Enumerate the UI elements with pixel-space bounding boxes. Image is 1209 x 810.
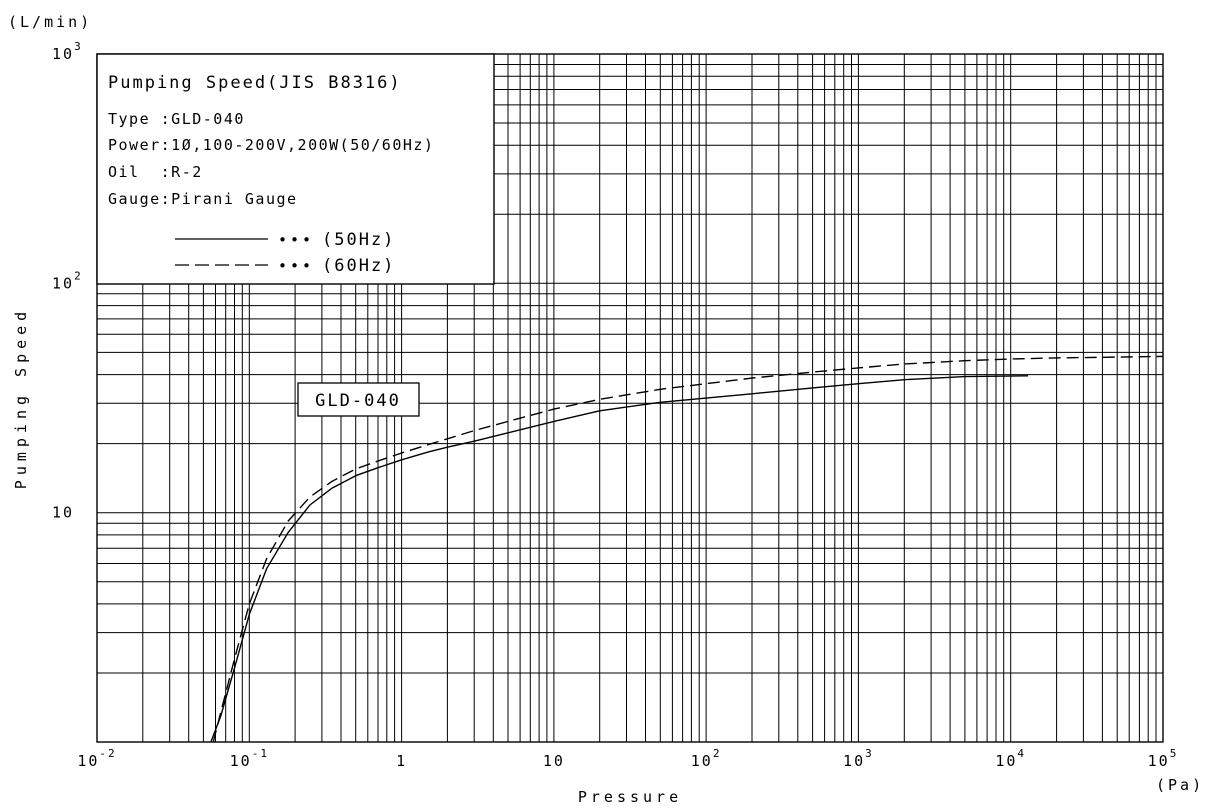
x-tick-label: 104 — [995, 747, 1026, 770]
legend-box: Pumping Speed(JIS B8316) Type :GLD-040 P… — [96, 53, 495, 285]
y-axis-label: Pumping Speed — [12, 307, 30, 489]
series-line-60hz — [212, 355, 1164, 743]
info-gauge: Gauge:Pirani Gauge — [108, 190, 298, 208]
info-type: Type :GLD-040 — [108, 110, 245, 128]
annotation-label: GLD-040 — [315, 391, 401, 411]
x-tick-label: 10-2 — [77, 747, 116, 770]
legend-60hz-label: (60Hz) — [322, 256, 395, 276]
x-unit-label: (Pa) — [1156, 776, 1204, 794]
chart-title: Pumping Speed(JIS B8316) — [108, 73, 402, 93]
legend-50hz-label: (50Hz) — [322, 230, 395, 250]
y-tick-label: 102 — [52, 269, 83, 292]
x-tick-label: 105 — [1148, 747, 1179, 770]
y-tick-exponent: 2 — [74, 269, 83, 282]
plot-frame — [96, 53, 1164, 743]
legend-frame — [96, 53, 495, 285]
annotation-frame — [297, 382, 420, 417]
x-tick-exponent: 3 — [865, 747, 874, 760]
x-tick-label: 102 — [691, 747, 722, 770]
x-tick-exponent: -2 — [99, 747, 116, 760]
x-tick-exponent: -1 — [252, 747, 269, 760]
x-tick-label: 1 — [396, 752, 407, 770]
y-tick-label: 103 — [52, 40, 83, 63]
info-oil: Oil :R-2 — [108, 163, 203, 181]
y-tick-label: 10 — [52, 504, 74, 522]
tick-labels: 10-2 10-1 1 10 102 103 104 105 10 102 103 — [52, 40, 1179, 770]
x-tick-label: 103 — [843, 747, 874, 770]
series-lines — [210, 355, 1164, 743]
series-line-50hz — [210, 375, 1029, 743]
legend-solid-dots: ••• — [278, 231, 314, 249]
legend-dashed-dots: ••• — [278, 257, 314, 275]
x-tick-exponent: 4 — [1017, 747, 1026, 760]
x-tick-label: 10 — [543, 752, 565, 770]
x-tick-exponent: 2 — [713, 747, 722, 760]
x-tick-label: 10-1 — [230, 747, 269, 770]
y-tick-exponent: 3 — [74, 40, 83, 53]
x-tick-exponent: 5 — [1170, 747, 1179, 760]
info-power: Power:1Ø,100-200V,200W(50/60Hz) — [108, 136, 434, 154]
y-unit-label: (L/min) — [8, 13, 92, 31]
model-annotation: GLD-040 — [297, 382, 420, 417]
x-axis-label: Pressure — [578, 788, 682, 806]
